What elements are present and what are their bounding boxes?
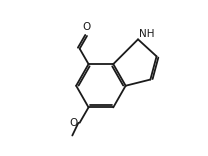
Text: O: O — [70, 118, 78, 128]
Text: NH: NH — [139, 29, 154, 39]
Text: O: O — [83, 22, 91, 32]
